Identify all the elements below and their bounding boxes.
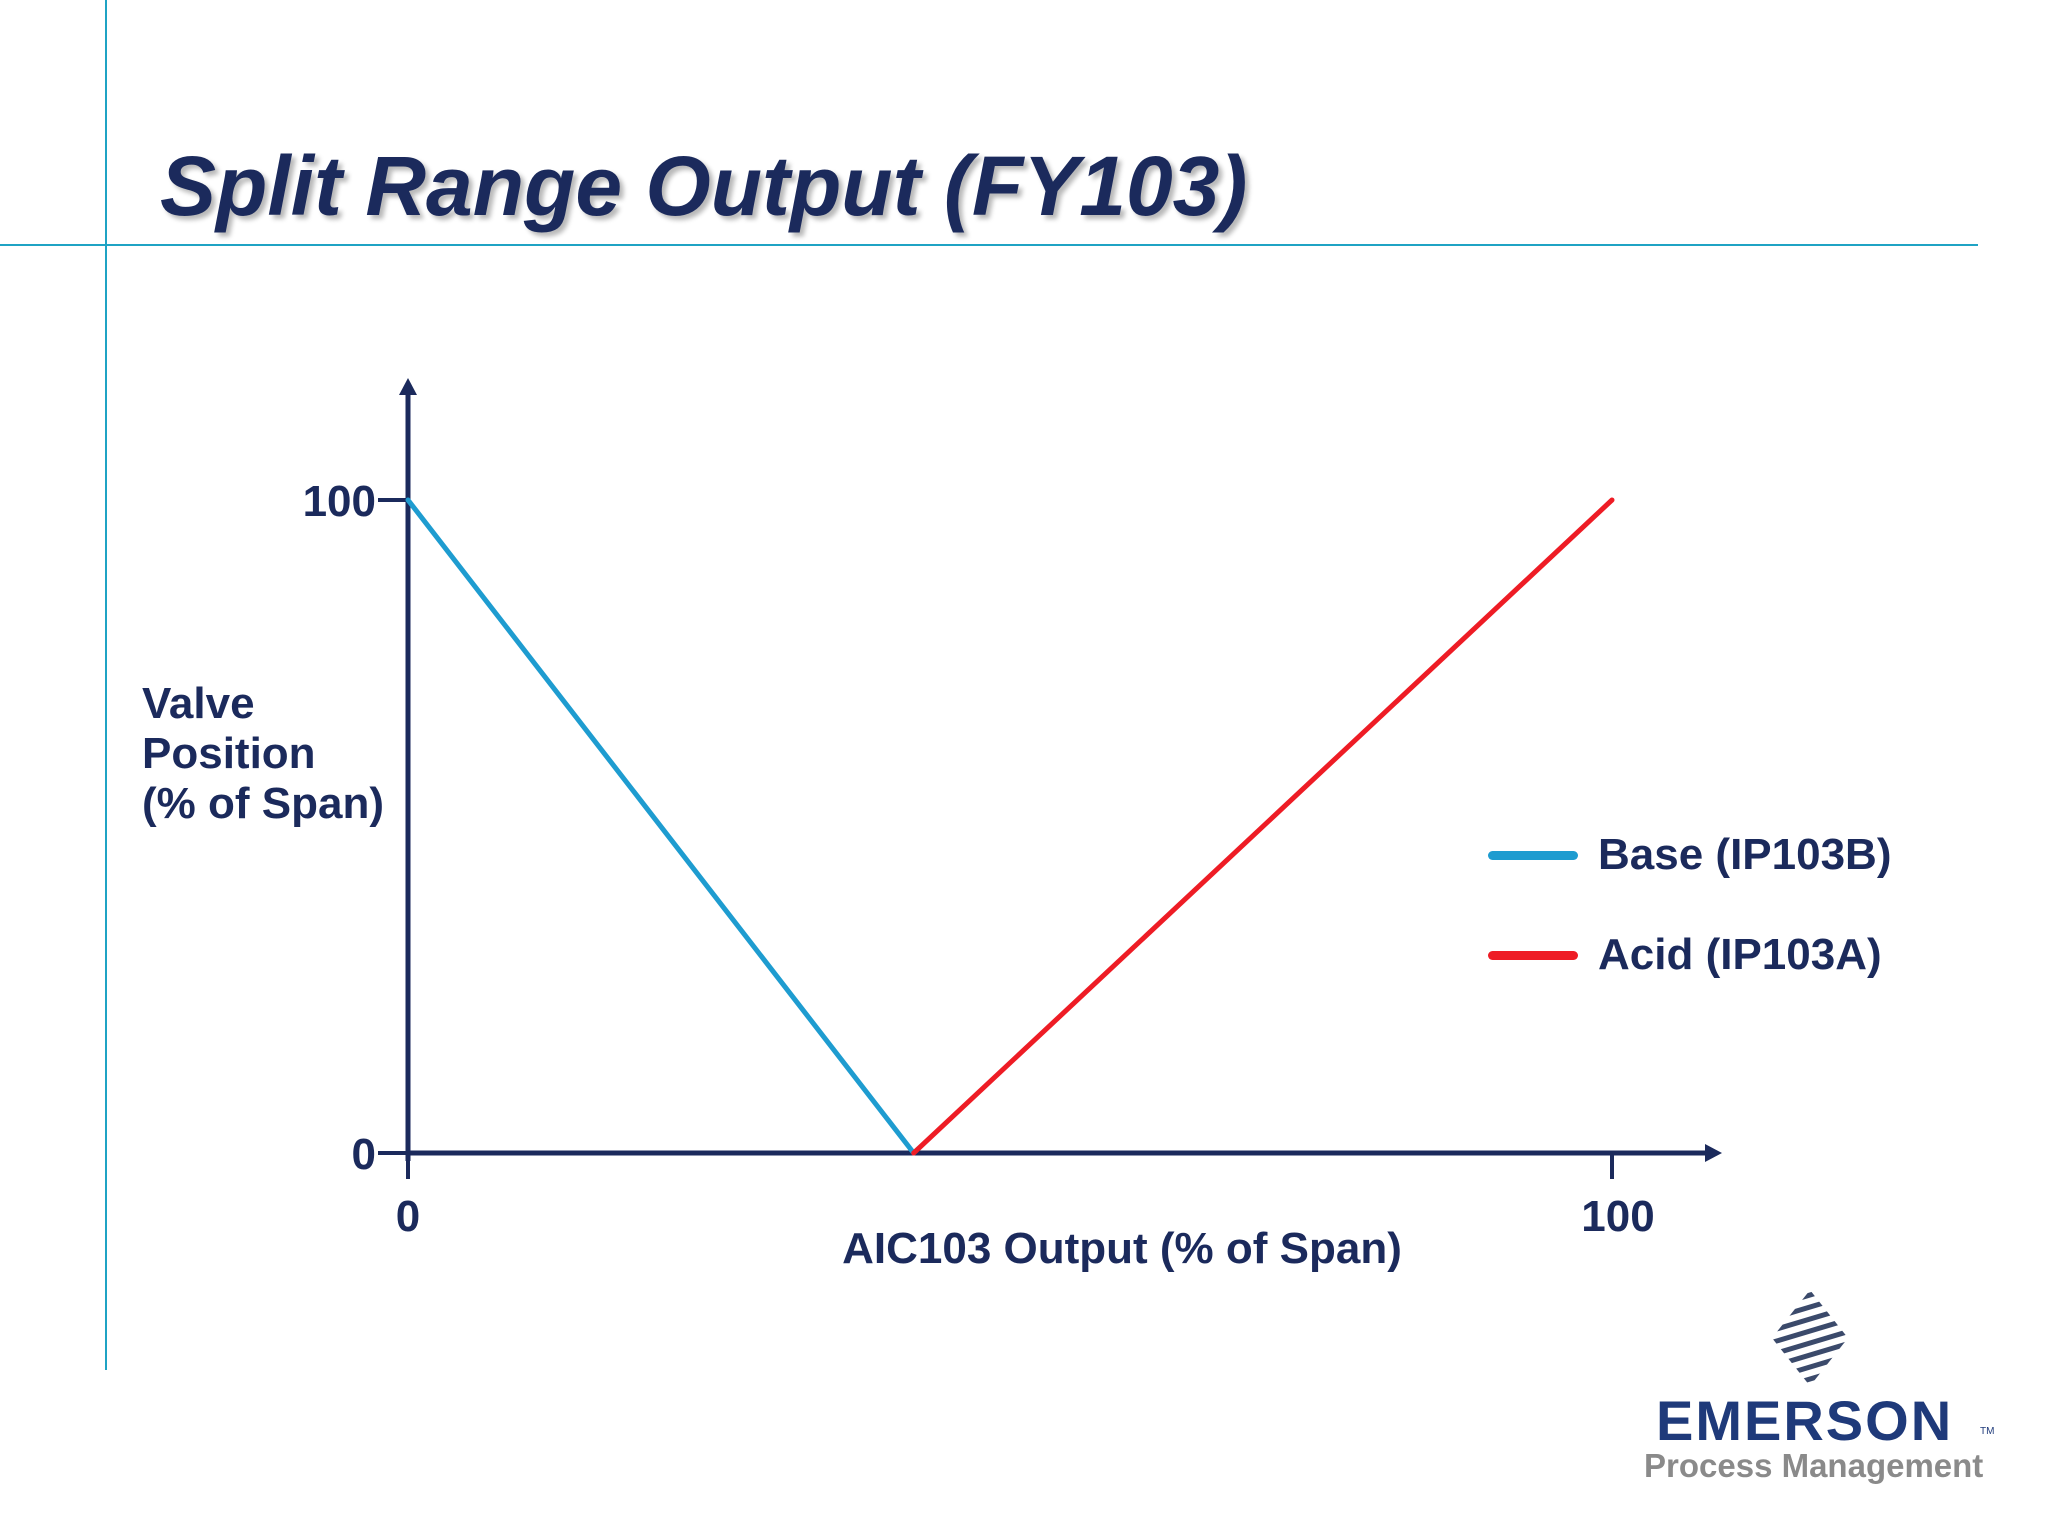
legend-swatch-base [1488, 850, 1578, 860]
y-tick-label: 100 [303, 477, 376, 526]
chart-axes [378, 378, 1722, 1179]
y-axis-label-line: Valve [142, 679, 255, 728]
legend-swatch-acid [1488, 950, 1578, 960]
x-tick-label: 100 [1581, 1192, 1654, 1241]
legend-label-base: Base (IP103B) [1598, 830, 1892, 879]
legend-item-acid: Acid (IP103A) [1488, 905, 1891, 1005]
horizontal-rule [0, 244, 1978, 246]
emerson-logo-icon [1772, 1290, 1848, 1386]
y-tick-label: 0 [352, 1130, 376, 1179]
emerson-logo: EMERSON TM Process Management [1640, 1290, 2000, 1490]
y-axis-label-line: (% of Span) [142, 779, 384, 828]
emerson-logo-subtitle: Process Management [1644, 1447, 1984, 1484]
vertical-rule [105, 0, 107, 1370]
legend-item-base: Base (IP103B) [1488, 805, 1891, 905]
chart-series [405, 497, 1615, 1156]
legend-label-acid: Acid (IP103A) [1598, 930, 1882, 979]
x-axis-arrow [1705, 1144, 1722, 1162]
chart-legend: Base (IP103B) Acid (IP103A) [1488, 805, 1891, 1005]
series-line-1 [911, 497, 1615, 1156]
series-line-0 [405, 497, 917, 1156]
x-tick-label: 0 [396, 1192, 420, 1241]
y-axis-arrow [399, 378, 417, 395]
x-axis-label: AIC103 Output (% of Span) [842, 1224, 1402, 1273]
emerson-logo-trademark: TM [1980, 1426, 1995, 1437]
chart-labels: 0 100 0 100 AIC103 Output (% of Span) ValvePo… [142, 477, 1655, 1273]
slide-title: Split Range Output (FY103) [160, 139, 1248, 233]
y-axis-label-line: Position [142, 729, 316, 778]
emerson-logo-name: EMERSON [1656, 1389, 1954, 1452]
